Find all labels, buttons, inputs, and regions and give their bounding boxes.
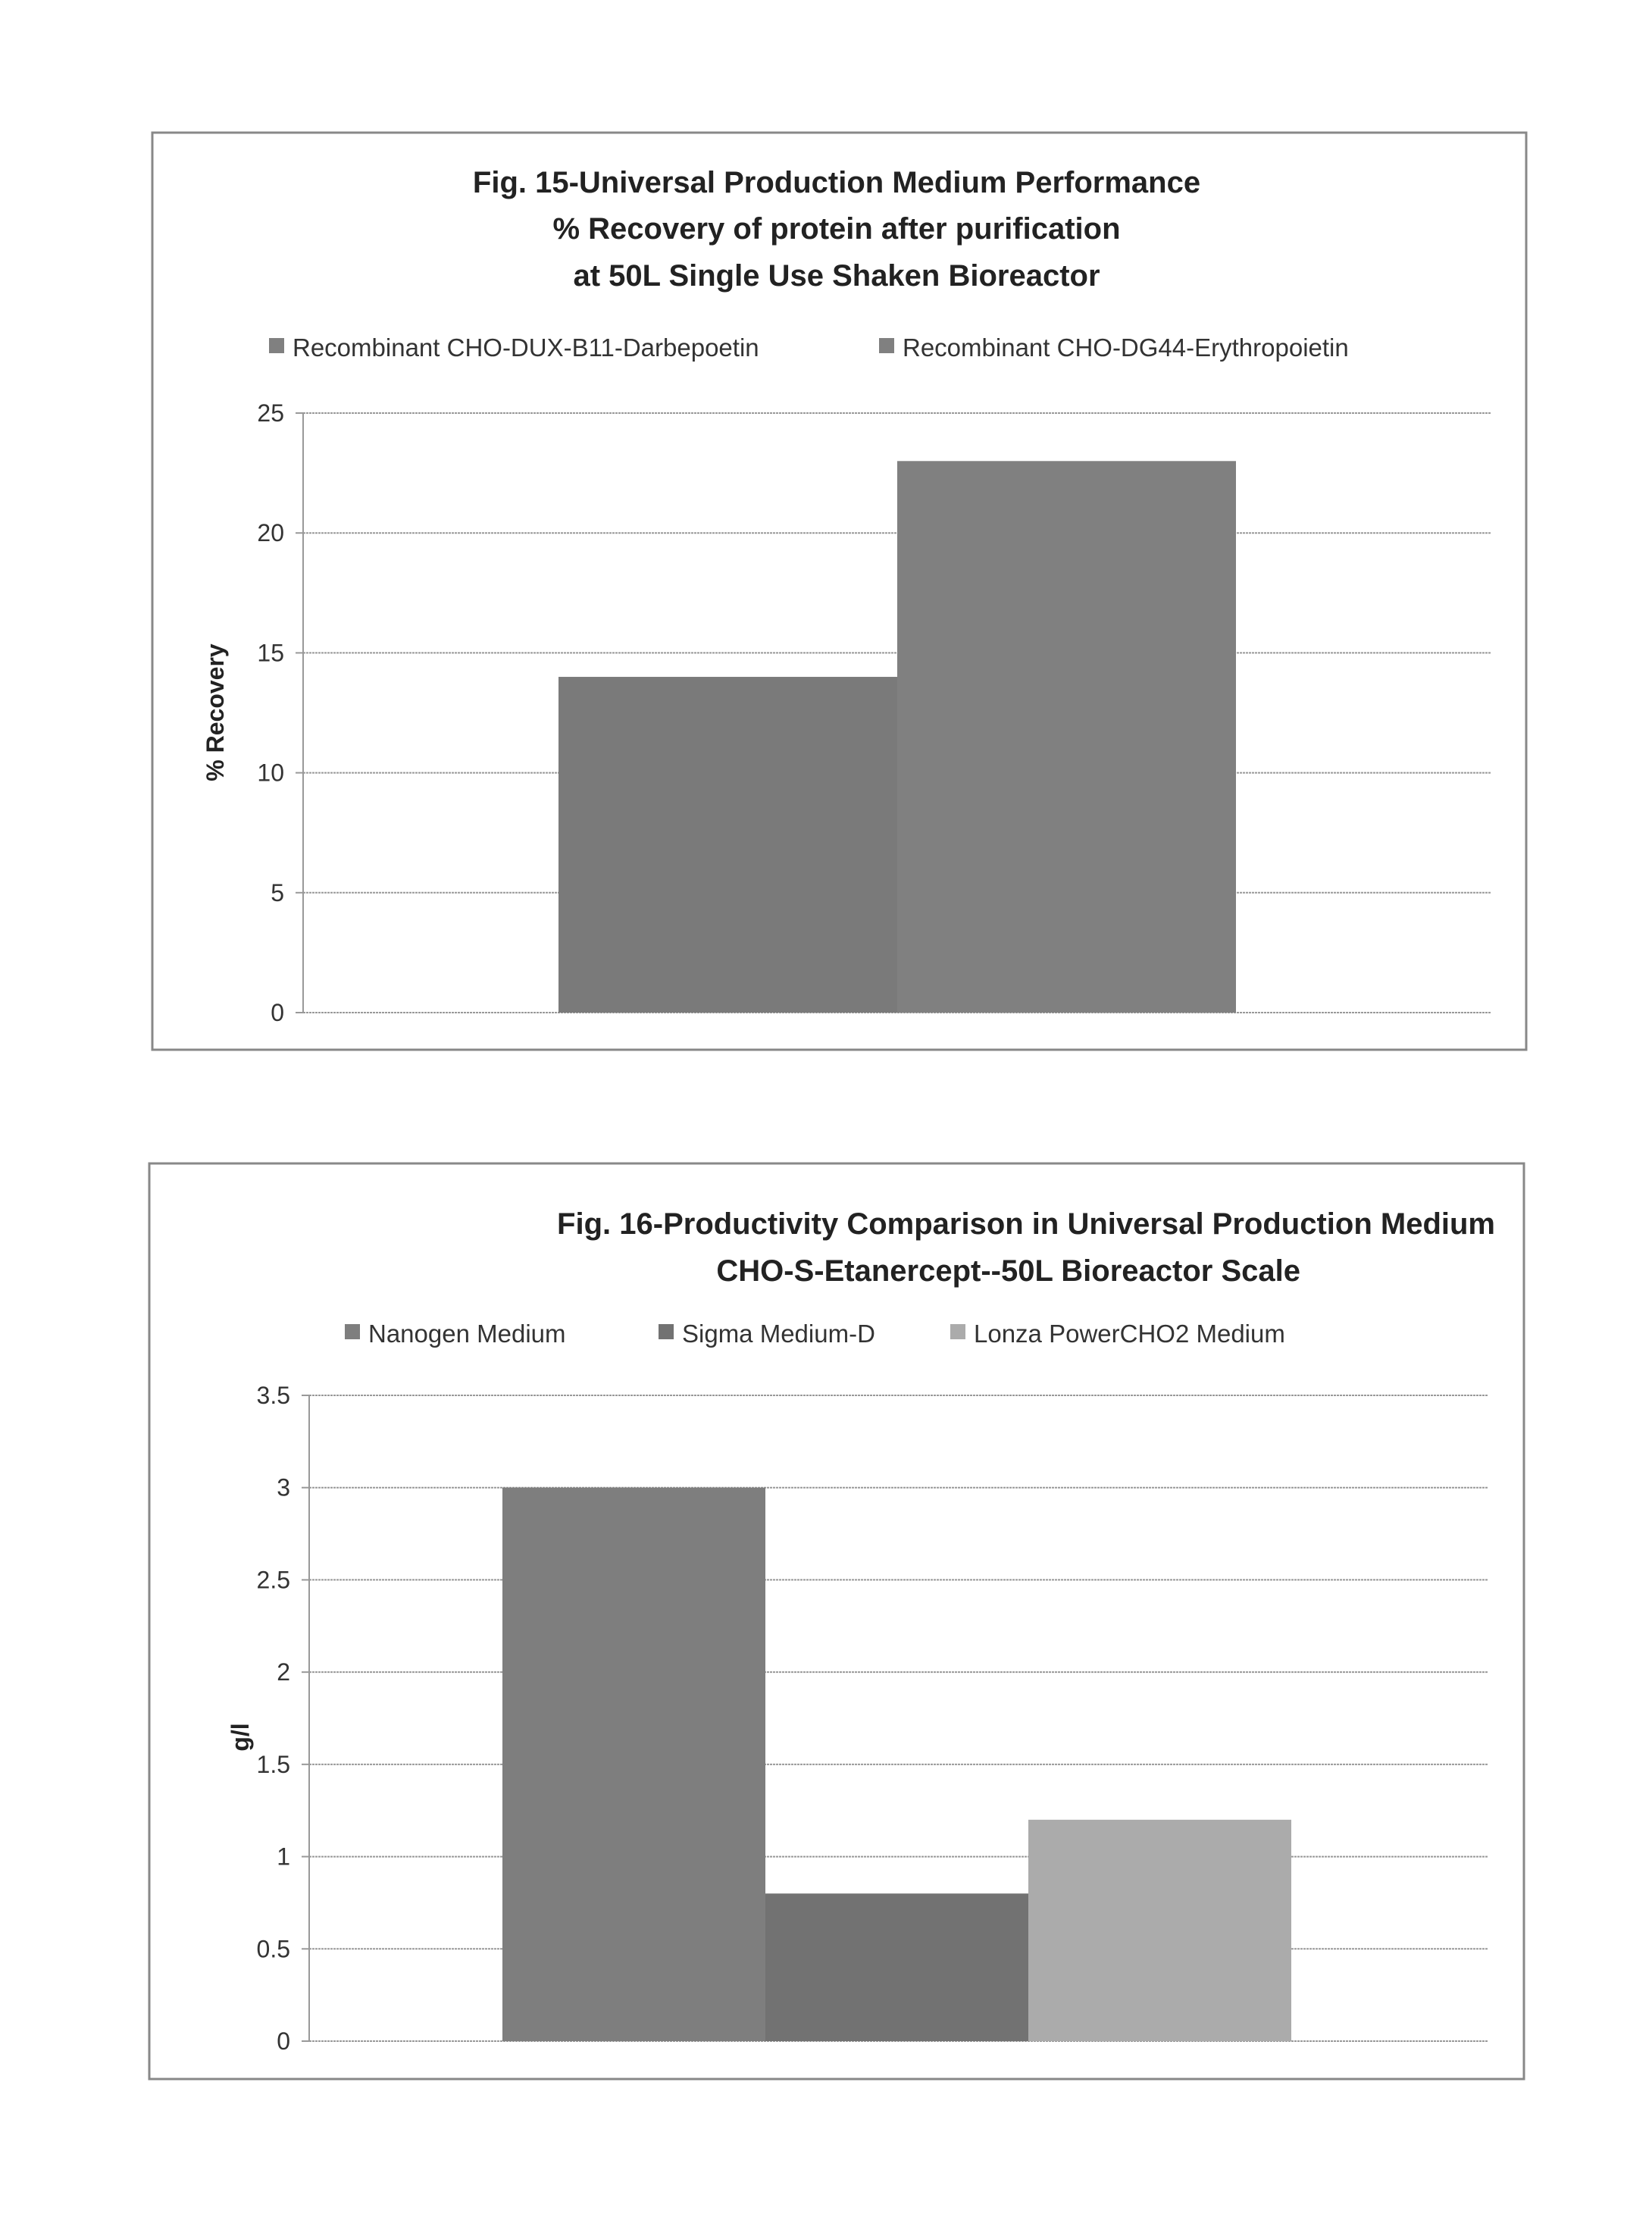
y-tick-label: 3	[277, 1474, 290, 1501]
y-tick-label: 2	[277, 1658, 290, 1686]
legend-marker-erythropoietin	[879, 338, 894, 353]
y-tick-label: 0	[271, 999, 284, 1026]
y-tick-label: 1	[277, 1843, 290, 1871]
chart-fig15: Fig. 15-Universal Production Medium Perf…	[151, 131, 1528, 1051]
legend-label-erythropoietin: Recombinant CHO-DG44-Erythropoietin	[903, 333, 1349, 362]
chart-fig16: Fig. 16-Productivity Comparison in Unive…	[148, 1162, 1525, 2081]
chart-title-line-2: CHO-S-Etanercept--50L Bioreactor Scale	[716, 1254, 1300, 1288]
y-tick-label: 25	[257, 399, 284, 427]
y-tick-label: 15	[257, 639, 284, 666]
plot-area: 0 5 10 15 20 25	[257, 399, 1491, 1026]
chart-title-line-3: at 50L Single Use Shaken Bioreactor	[573, 259, 1100, 293]
legend-label-darbepoetin: Recombinant CHO-DUX-B11-Darbepoetin	[293, 333, 759, 362]
legend-marker-sigma	[659, 1324, 674, 1339]
bar-recombinant-cho-dg44-erythropoietin	[897, 461, 1236, 1013]
legend-marker-darbepoetin	[269, 338, 284, 353]
chart-title-line-1: Fig. 16-Productivity Comparison in Unive…	[557, 1207, 1495, 1241]
y-axis-label: % Recovery	[202, 643, 229, 781]
legend-marker-nanogen	[345, 1324, 360, 1339]
legend-label-nanogen: Nanogen Medium	[368, 1320, 566, 1348]
y-tick-label: 0.5	[257, 1935, 290, 1962]
y-tick-label: 5	[271, 879, 284, 906]
y-tick-label: 3.5	[257, 1382, 290, 1409]
bar-nanogen-medium	[502, 1487, 765, 2041]
chart-border	[151, 131, 1528, 1051]
legend-label-sigma: Sigma Medium-D	[682, 1320, 875, 1348]
chart-title-line-1: Fig. 15-Universal Production Medium Perf…	[473, 166, 1200, 199]
y-tick-label: 10	[257, 759, 284, 787]
y-axis-label: g/l	[227, 1723, 254, 1751]
plot-area: 0 0.5 1 1.5 2 2.5 3 3.5	[257, 1382, 1488, 2055]
chart-title-line-2: % Recovery of protein after purification	[552, 212, 1120, 246]
y-tick-label: 1.5	[257, 1751, 290, 1778]
bar-sigma-medium-d	[765, 1893, 1028, 2041]
bar-lonza-powercho2-medium	[1028, 1819, 1291, 2041]
y-tick-label: 20	[257, 519, 284, 546]
y-tick-label: 2.5	[257, 1566, 290, 1593]
y-tick-label: 0	[277, 2027, 290, 2055]
bar-recombinant-cho-dux-b11-darbepoetin	[558, 677, 897, 1013]
legend-marker-lonza	[950, 1324, 965, 1339]
chart-border	[148, 1162, 1525, 2081]
legend-label-lonza: Lonza PowerCHO2 Medium	[974, 1320, 1285, 1348]
